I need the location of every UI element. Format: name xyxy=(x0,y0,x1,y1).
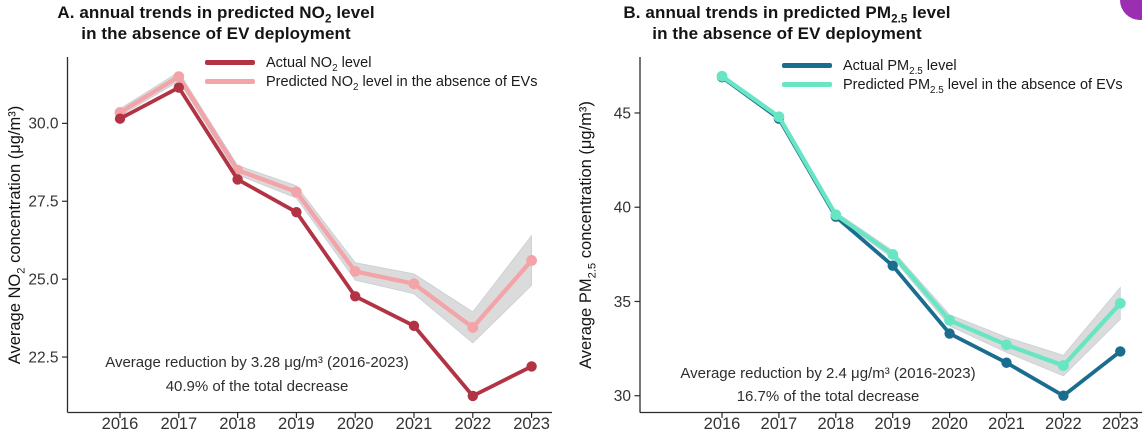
legend-swatch-predicted-pm25 xyxy=(782,82,832,87)
y-tick-label: 40 xyxy=(614,200,632,217)
legend-swatch-predicted-no2 xyxy=(205,79,255,84)
x-tick-label: 2022 xyxy=(454,415,491,432)
predicted-data-point xyxy=(830,209,842,221)
panel-a-title-line1: A. annual trends in predicted NO2 level xyxy=(57,3,375,26)
pm25-y-axis-label: Average PM2.5 concentration (μg/m³) xyxy=(577,101,599,369)
legend-swatch-actual-pm25 xyxy=(782,63,832,68)
x-tick-label: 2018 xyxy=(817,415,854,432)
axes: 22.5 25.0 27.5 30.0 2016 2017 2018 2019 2020 2021… xyxy=(28,57,552,432)
actual-data-point xyxy=(408,320,420,332)
no2-y-axis-label: Average NO2 concentration (μg/m³) xyxy=(6,105,28,365)
legend-label-predicted-no2: Predicted NO2 level in the absence of EV… xyxy=(266,73,538,93)
panel-a-title-line2: in the absence of EV deployment xyxy=(81,24,351,43)
x-tick-label: 2021 xyxy=(396,415,433,432)
predicted-series xyxy=(114,71,537,333)
legend-label-actual-no2: Actual NO2 level xyxy=(266,54,372,74)
predicted-data-point xyxy=(408,278,420,290)
panel-no2: 22.5 25.0 27.5 30.0 2016 2017 2018 2019 2020 2021… xyxy=(6,2,552,432)
predicted-data-point xyxy=(1001,339,1012,351)
x-tick-label: 2016 xyxy=(102,415,139,432)
predicted-data-point xyxy=(1058,360,1069,371)
panel-a-title: A. annual trends in predicted NO2 level … xyxy=(10,2,422,44)
predicted-data-point xyxy=(291,186,302,198)
legend-item-actual-pm25: Actual PM2.5 level xyxy=(782,56,1123,77)
panel-b-title: B. annual trends in predicted PM2.5 leve… xyxy=(581,2,993,44)
x-tick-label: 2017 xyxy=(160,415,197,432)
x-tick-label: 2021 xyxy=(988,415,1025,432)
predicted-data-point xyxy=(887,248,899,260)
axes: 30 35 40 45 2016 2017 2018 2019 2020 2021 2022 2023 xyxy=(614,57,1142,432)
x-tick-label: 2016 xyxy=(704,415,741,432)
predicted-data-point xyxy=(349,265,361,277)
legend-label-actual-pm25: Actual PM2.5 level xyxy=(843,57,957,77)
panel-pm25: 30 35 40 45 2016 2017 2018 2019 2020 2021 2022 2023… xyxy=(571,0,1142,432)
x-tick-label: 2018 xyxy=(219,415,256,432)
annotation-line-2: 40.9% of the total decrease xyxy=(166,378,349,395)
predicted-data-point xyxy=(467,322,479,333)
actual-line xyxy=(118,85,534,398)
actual-data-point xyxy=(1001,357,1012,368)
x-tick-label: 2023 xyxy=(513,415,550,432)
annotation-line-1: Average reduction by 3.28 μg/m³ (2016-20… xyxy=(105,354,409,371)
confidence-ribbon xyxy=(119,71,532,344)
pm25-trend-chart: 30 35 40 45 2016 2017 2018 2019 2020 2021 2022 2023… xyxy=(614,57,1142,432)
y-tick-label: 27.5 xyxy=(28,194,58,211)
panel-b-title-line2: in the absence of EV deployment xyxy=(652,24,922,43)
legend-swatch-actual-no2 xyxy=(205,60,255,65)
actual-data-point xyxy=(291,206,302,218)
x-tick-label: 2017 xyxy=(761,415,798,432)
x-tick-label: 2020 xyxy=(931,415,968,432)
actual-data-point xyxy=(944,328,955,339)
no2-trend-chart: 22.5 25.0 27.5 30.0 2016 2017 2018 2019 2020 2021… xyxy=(28,57,552,432)
predicted-data-point xyxy=(1114,297,1126,309)
actual-series xyxy=(114,82,537,402)
predicted-data-point xyxy=(773,111,785,123)
actual-data-point xyxy=(114,113,126,124)
y-tick-label: 35 xyxy=(614,294,631,311)
predicted-line xyxy=(719,74,1123,368)
actual-data-point xyxy=(467,390,478,402)
y-tick-label: 30 xyxy=(614,388,632,405)
x-tick-label: 2019 xyxy=(874,415,911,432)
annotation-line-1: Average reduction by 2.4 μg/m³ (2016-202… xyxy=(680,365,975,382)
x-tick-label: 2019 xyxy=(278,415,315,432)
x-tick-label: 2022 xyxy=(1045,415,1082,432)
actual-data-point xyxy=(350,291,361,302)
y-tick-label: 45 xyxy=(614,105,631,122)
annotation-line-2: 16.7% of the total decrease xyxy=(737,388,920,405)
y-tick-label: 30.0 xyxy=(28,116,59,133)
predicted-data-point xyxy=(716,70,728,82)
predicted-data-point xyxy=(173,71,185,83)
predicted-series xyxy=(716,70,1126,371)
y-tick-label: 22.5 xyxy=(28,349,58,366)
legend-item-predicted-no2: Predicted NO2 level in the absence of EV… xyxy=(205,72,538,93)
actual-data-point xyxy=(232,174,243,185)
x-tick-label: 2020 xyxy=(337,415,374,432)
actual-data-point xyxy=(887,260,898,271)
pm25-legend: Actual PM2.5 level Predicted PM2.5 level… xyxy=(782,56,1123,96)
predicted-line xyxy=(117,74,534,330)
predicted-data-point xyxy=(526,255,537,266)
panel-b-title-line1: B. annual trends in predicted PM2.5 leve… xyxy=(623,3,951,26)
actual-data-point xyxy=(1115,346,1126,357)
x-tick-label: 2023 xyxy=(1102,415,1139,432)
actual-data-point xyxy=(1058,390,1069,401)
predicted-data-point xyxy=(944,314,955,326)
legend-label-predicted-pm25: Predicted PM2.5 level in the absence of … xyxy=(843,76,1123,96)
no2-legend: Actual NO2 level Predicted NO2 level in … xyxy=(205,53,538,93)
legend-item-actual-no2: Actual NO2 level xyxy=(205,53,537,74)
y-tick-label: 25.0 xyxy=(28,271,59,288)
actual-data-point xyxy=(173,82,184,93)
actual-data-point xyxy=(526,361,537,372)
legend-item-predicted-pm25: Predicted PM2.5 level in the absence of … xyxy=(782,75,1123,96)
